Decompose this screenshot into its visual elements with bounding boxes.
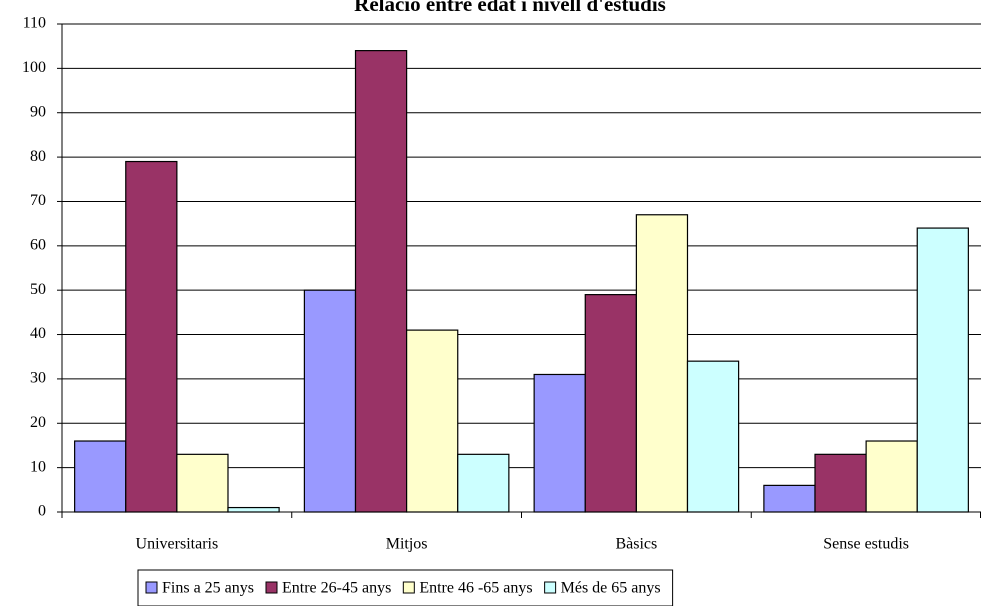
legend-label: Fins a 25 anys [162, 580, 254, 597]
bar [74, 440, 127, 513]
bar [303, 289, 357, 513]
y-tick-label: 100 [22, 59, 46, 76]
y-tick-label: 80 [30, 148, 46, 165]
bar [635, 214, 689, 513]
bar [354, 50, 408, 513]
y-tick-label: 50 [30, 281, 46, 298]
y-tick-label: 110 [23, 15, 46, 32]
bar [686, 360, 740, 513]
y-tick-label: 40 [30, 325, 46, 342]
x-tick-label: Sense estudis [823, 536, 909, 553]
x-tick-label: Mitjos [386, 536, 428, 553]
y-tick-label: 10 [30, 458, 46, 475]
bar [814, 453, 867, 513]
bar [763, 484, 816, 513]
legend-swatch [544, 581, 557, 594]
x-tick-label: Bàsics [615, 536, 657, 553]
y-tick-label: 60 [30, 236, 46, 253]
bar [406, 329, 459, 513]
legend-label: Entre 46 -65 anys [419, 580, 532, 597]
y-tick-label: 20 [30, 414, 46, 431]
bar [176, 453, 229, 513]
y-tick-label: 30 [30, 370, 46, 387]
legend-swatch [265, 581, 278, 594]
legend-label: Entre 26-45 anys [282, 580, 391, 597]
legend-swatch [402, 581, 415, 594]
legend: Fins a 25 anys Entre 26-45 anys Entre 46 -… [137, 569, 674, 607]
y-tick-label: 70 [30, 192, 46, 209]
bar [584, 294, 637, 513]
chart-title: Relació entre edat i nivell d'estudis [354, 0, 666, 16]
bar [533, 373, 586, 513]
y-tick-label: 0 [38, 503, 46, 520]
bar [125, 160, 178, 513]
bar [865, 440, 918, 513]
x-tick-label: Universitaris [136, 536, 219, 553]
bar [227, 506, 280, 513]
bar [916, 227, 969, 513]
bar [457, 453, 510, 513]
legend-swatch [145, 581, 158, 594]
y-tick-label: 90 [30, 103, 46, 120]
legend-label: Més de 65 anys [561, 580, 661, 597]
